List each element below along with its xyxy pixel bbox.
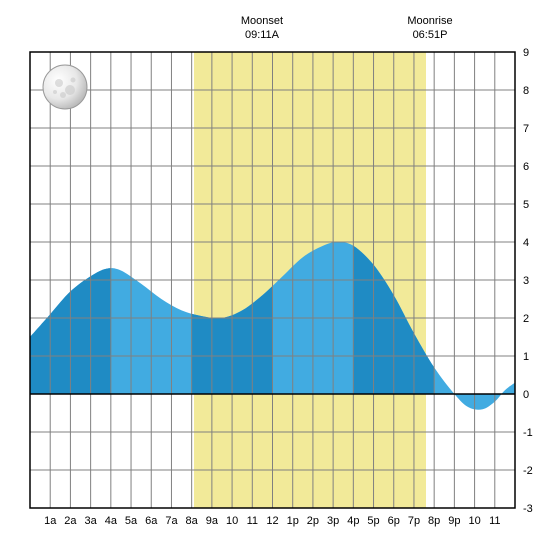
x-tick-label: 8a xyxy=(186,515,199,527)
x-tick-label: 6a xyxy=(145,515,158,527)
x-tick-label: 5a xyxy=(125,515,138,527)
x-tick-label: 1p xyxy=(287,515,299,527)
moonrise-time: 06:51P xyxy=(413,29,448,41)
moon-crater xyxy=(53,90,57,94)
chart-svg: -3-2-101234567891a2a3a4a5a6a7a8a9a101112… xyxy=(0,0,550,550)
x-tick-label: 11 xyxy=(247,515,258,527)
x-tick-label: 10 xyxy=(468,515,480,527)
x-tick-label: 3p xyxy=(327,515,339,527)
y-tick-label: 8 xyxy=(523,85,529,97)
moon-crater xyxy=(71,78,76,83)
x-tick-label: 2a xyxy=(64,515,77,527)
x-tick-label: 2p xyxy=(307,515,319,527)
x-tick-label: 10 xyxy=(226,515,238,527)
x-tick-label: 9a xyxy=(206,515,219,527)
x-tick-label: 7p xyxy=(408,515,420,527)
moon-crater xyxy=(55,79,63,87)
x-tick-label: 9p xyxy=(448,515,460,527)
y-tick-label: 2 xyxy=(523,313,529,325)
y-tick-label: -3 xyxy=(523,503,533,515)
moon-icon xyxy=(43,65,87,109)
x-tick-label: 8p xyxy=(428,515,440,527)
x-tick-label: 3a xyxy=(85,515,98,527)
x-tick-label: 6p xyxy=(388,515,400,527)
x-tick-label: 1a xyxy=(44,515,57,527)
y-tick-label: 9 xyxy=(523,47,529,59)
moon-crater xyxy=(65,85,75,95)
x-tick-label: 4a xyxy=(105,515,118,527)
y-tick-label: 6 xyxy=(523,161,529,173)
y-tick-label: 5 xyxy=(523,199,529,211)
x-tick-label: 7a xyxy=(165,515,178,527)
moon-crater xyxy=(60,92,66,98)
y-tick-label: 4 xyxy=(523,237,529,249)
x-tick-label: 4p xyxy=(347,515,359,527)
moonset-time: 09:11A xyxy=(245,29,280,41)
x-tick-label: 11 xyxy=(489,515,500,527)
y-tick-label: 1 xyxy=(523,351,529,363)
x-tick-label: 12 xyxy=(266,515,278,527)
y-tick-label: -2 xyxy=(523,465,533,477)
moonrise-title: Moonrise xyxy=(407,15,452,27)
tide-chart: -3-2-101234567891a2a3a4a5a6a7a8a9a101112… xyxy=(0,0,550,550)
y-tick-label: 3 xyxy=(523,275,529,287)
y-tick-label: 0 xyxy=(523,389,529,401)
y-tick-label: -1 xyxy=(523,427,533,439)
y-tick-label: 7 xyxy=(523,123,529,135)
x-tick-label: 5p xyxy=(367,515,379,527)
moonset-title: Moonset xyxy=(241,15,283,27)
